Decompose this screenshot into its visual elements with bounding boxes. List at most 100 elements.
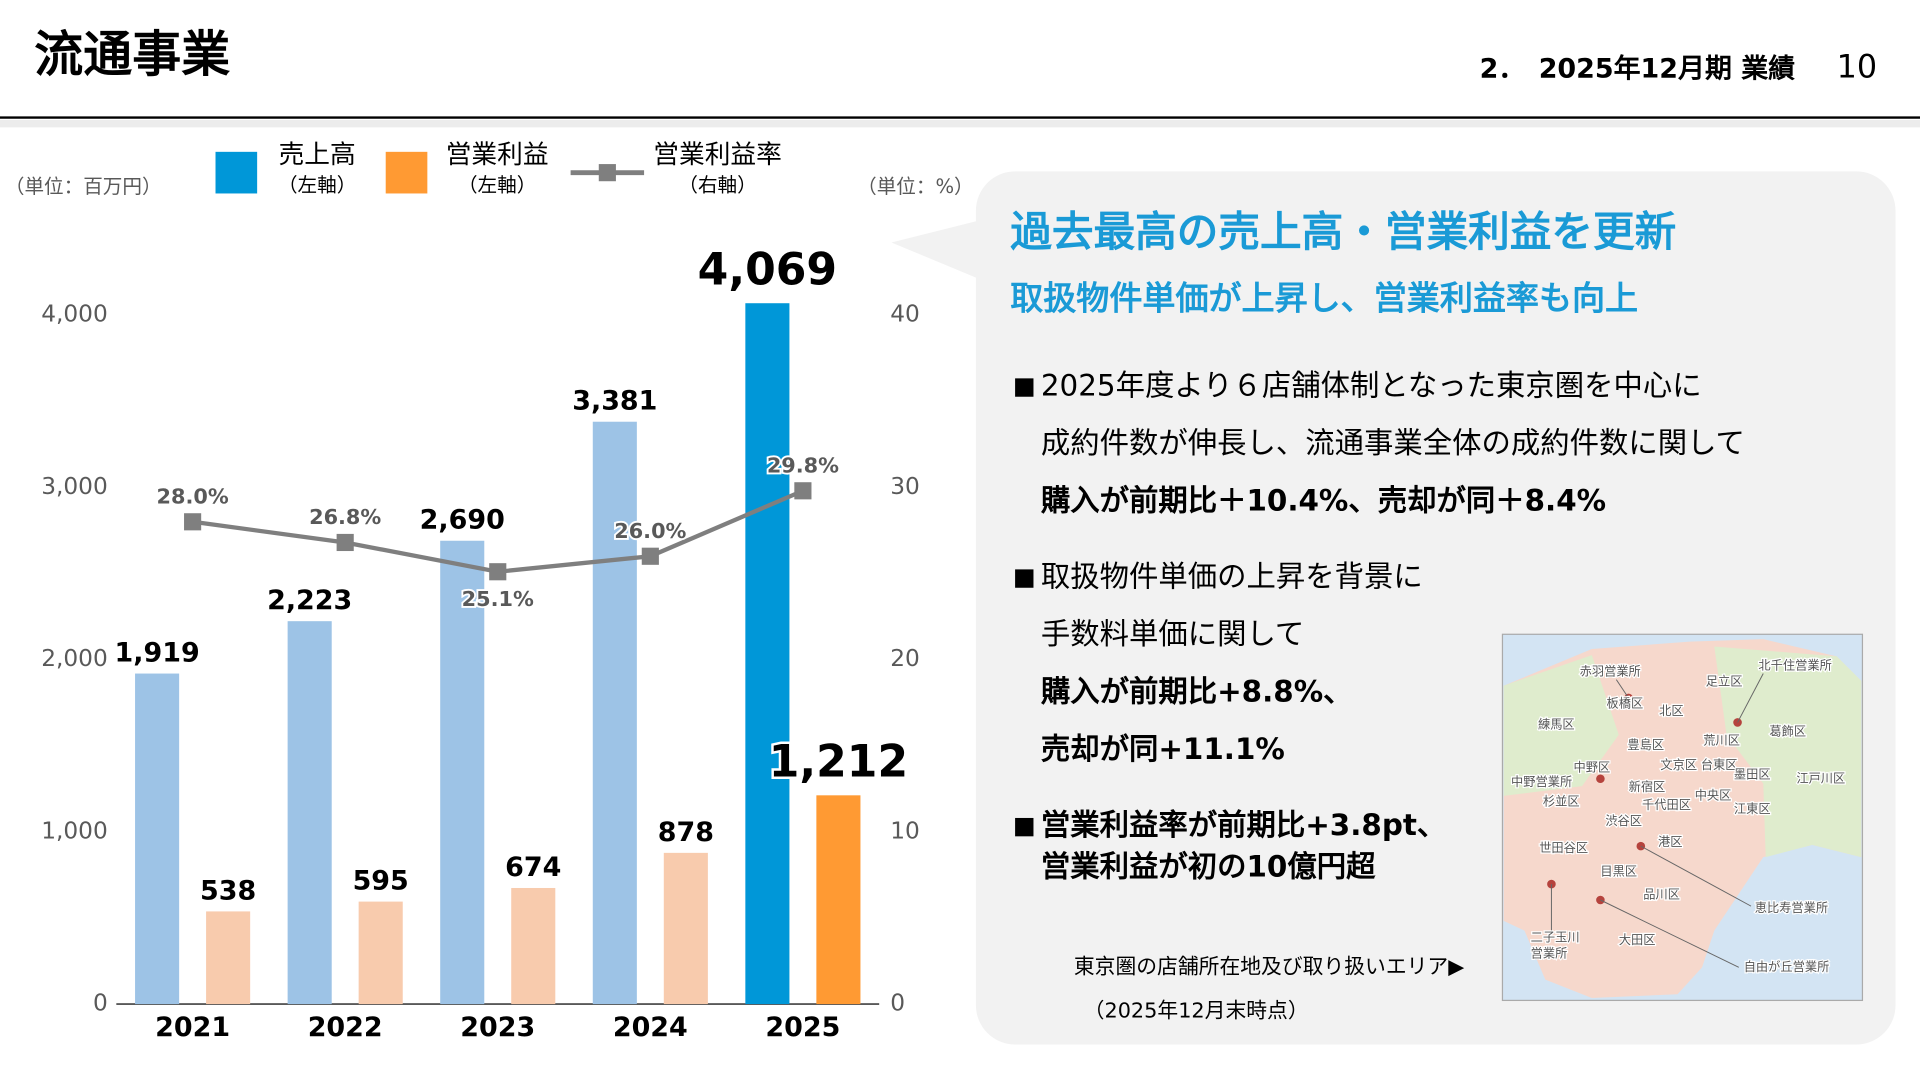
- map-label: 台東区: [1701, 757, 1738, 772]
- office-dot: [1624, 693, 1633, 703]
- bullet-text: 購入が前期比＋10.4%、売却が同＋8.4%: [1041, 484, 1606, 518]
- office-dot: [1596, 774, 1605, 784]
- y-tick-label: 1,000: [41, 817, 108, 844]
- legend-note: （左軸）: [278, 174, 356, 197]
- y2-tick-label: 0: [890, 990, 905, 1017]
- leader-line: [1600, 899, 1739, 968]
- bar: [816, 795, 861, 1005]
- bar-label: 2,223: [267, 585, 352, 616]
- rate-marker: [794, 482, 812, 500]
- rate-marker: [336, 533, 354, 552]
- map-label: 墨田区: [1734, 768, 1771, 782]
- rate-label: 29.8%: [767, 453, 839, 477]
- map-label: 練馬区: [1538, 716, 1575, 731]
- bar: [663, 852, 708, 1005]
- bar: [206, 911, 251, 1005]
- bar-label: 878: [658, 817, 714, 848]
- map-label: 新宿区: [1629, 779, 1666, 794]
- map-label: 赤羽営業所: [1580, 665, 1641, 679]
- x-tick-label: 2022: [308, 1012, 383, 1043]
- bar: [745, 303, 790, 1005]
- legend-marker: [598, 164, 616, 182]
- bar-label: 1,919: [115, 637, 200, 668]
- y-unit: （単位：百万円）: [5, 175, 162, 198]
- bar: [592, 421, 637, 1005]
- bar-label: 1,212: [769, 737, 908, 788]
- map-label: 江戸川区: [1796, 771, 1845, 785]
- map-label: 千代田区: [1642, 798, 1691, 812]
- legend-label: 売上高: [279, 140, 356, 170]
- bullet-text: 取扱物件単価の上昇を背景に: [1041, 559, 1423, 593]
- callout-pointer: [891, 220, 980, 280]
- map-label: 荒川区: [1703, 733, 1740, 747]
- map-label: 渋谷区: [1605, 814, 1642, 828]
- legend-swatch: [385, 151, 428, 194]
- map-label: 港区: [1658, 835, 1682, 849]
- x-tick-label: 2025: [765, 1012, 840, 1043]
- map-caption: 東京圏の店舗所在地及び取り扱いエリア▶: [1074, 954, 1464, 978]
- y2-tick-label: 10: [890, 817, 920, 844]
- map-label: 大田区: [1619, 933, 1656, 947]
- bar-label: 3,381: [572, 386, 657, 417]
- x-tick-label: 2024: [613, 1012, 688, 1043]
- y-tick-label: 4,000: [41, 301, 108, 328]
- bar: [135, 673, 180, 1005]
- legend-note: （左軸）: [458, 174, 536, 197]
- y-tick-label: 2,000: [41, 645, 108, 672]
- map-label: 足立区: [1706, 674, 1743, 689]
- bar: [511, 887, 556, 1005]
- bar: [358, 901, 403, 1005]
- bullet-text: 売却が同+11.1%: [1041, 732, 1285, 766]
- rate-marker: [184, 513, 202, 531]
- rate-label: 26.8%: [309, 505, 381, 529]
- map-label: 中央区: [1695, 787, 1732, 802]
- bar: [287, 621, 332, 1005]
- map-label: 目黒区: [1600, 864, 1637, 878]
- leader-line: [1615, 679, 1629, 699]
- y-tick-label: 0: [93, 990, 108, 1017]
- x-tick-label: 2021: [155, 1012, 230, 1043]
- rate-marker: [641, 547, 659, 565]
- page-number: 10: [1837, 48, 1878, 86]
- map-label: 杉並区: [1543, 795, 1580, 809]
- bullet-text: 成約件数が伸長し、流通事業全体の成約件数に関して: [1041, 426, 1745, 460]
- leader-line: [1640, 845, 1752, 907]
- bar-label: 2,690: [420, 505, 505, 536]
- bar: [440, 540, 485, 1005]
- header-band: [0, 120, 1920, 128]
- bullet-text: 2025年度より６店舗体制となった東京圏を中心に: [1041, 368, 1702, 402]
- legend-swatch: [215, 151, 258, 194]
- map-area: [1714, 646, 1862, 858]
- legend-label: 営業利益率: [653, 140, 782, 170]
- map-label: 世田谷区: [1539, 841, 1588, 855]
- section-label: 2． 2025年12月期 業績: [1480, 52, 1796, 84]
- bullet-text: 購入が前期比+8.8%、: [1041, 675, 1353, 709]
- map-label: 江東区: [1734, 802, 1771, 816]
- bar-label: 538: [200, 875, 256, 906]
- bar-label: 4,069: [698, 245, 837, 296]
- map-label: 中野区: [1573, 759, 1610, 774]
- bullet-marker: [1015, 569, 1034, 588]
- legend-note: （右軸）: [678, 174, 756, 197]
- map-label: 恵比寿営業所: [1755, 901, 1828, 915]
- map-date: （2025年12月末時点）: [1084, 998, 1309, 1022]
- bar-label: 674: [505, 852, 561, 883]
- legend-label: 営業利益: [446, 140, 549, 170]
- map-label: 板橋区: [1607, 697, 1644, 711]
- y-tick-label: 3,000: [41, 473, 108, 500]
- leader-line: [1737, 673, 1764, 723]
- map-label: 豊島区: [1627, 737, 1664, 752]
- bullet-marker: [1015, 378, 1034, 397]
- map-label: 品川区: [1643, 888, 1680, 902]
- y2-tick-label: 40: [890, 301, 920, 328]
- slide-title: 流通事業: [34, 26, 230, 83]
- x-tick-label: 2023: [460, 1012, 535, 1043]
- map-label: 二子玉川: [1531, 930, 1580, 944]
- map-area: [1503, 655, 1619, 796]
- map-label: 中野営業所: [1511, 774, 1572, 789]
- bullet-text: 営業利益が初の10億円超: [1041, 850, 1376, 884]
- rate-label: 25.1%: [462, 587, 534, 611]
